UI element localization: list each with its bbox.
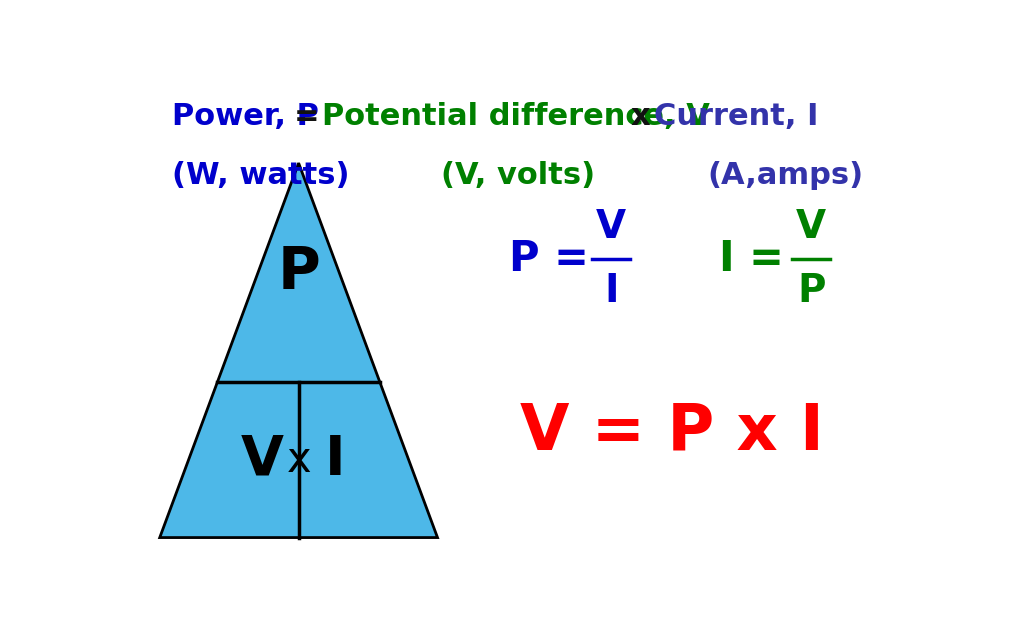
Text: x: x xyxy=(287,439,311,481)
Text: (V, volts): (V, volts) xyxy=(441,161,596,190)
Text: V: V xyxy=(596,208,627,246)
Text: I =: I = xyxy=(719,238,784,280)
Text: Current, I: Current, I xyxy=(654,102,818,131)
Text: P =: P = xyxy=(509,238,589,280)
Polygon shape xyxy=(160,163,437,538)
Text: Potential difference, V: Potential difference, V xyxy=(322,102,720,131)
Text: (W, watts): (W, watts) xyxy=(172,161,349,190)
Text: I: I xyxy=(325,433,345,487)
Text: Power, P: Power, P xyxy=(172,102,329,131)
Text: I: I xyxy=(604,272,618,310)
Text: V = P x I: V = P x I xyxy=(520,401,823,463)
Text: P: P xyxy=(797,272,825,310)
Text: V: V xyxy=(241,433,284,487)
Text: =: = xyxy=(294,102,330,131)
Text: (A,amps): (A,amps) xyxy=(708,161,863,190)
Text: V: V xyxy=(797,208,826,246)
Text: P: P xyxy=(278,244,319,301)
Text: x: x xyxy=(631,102,660,131)
